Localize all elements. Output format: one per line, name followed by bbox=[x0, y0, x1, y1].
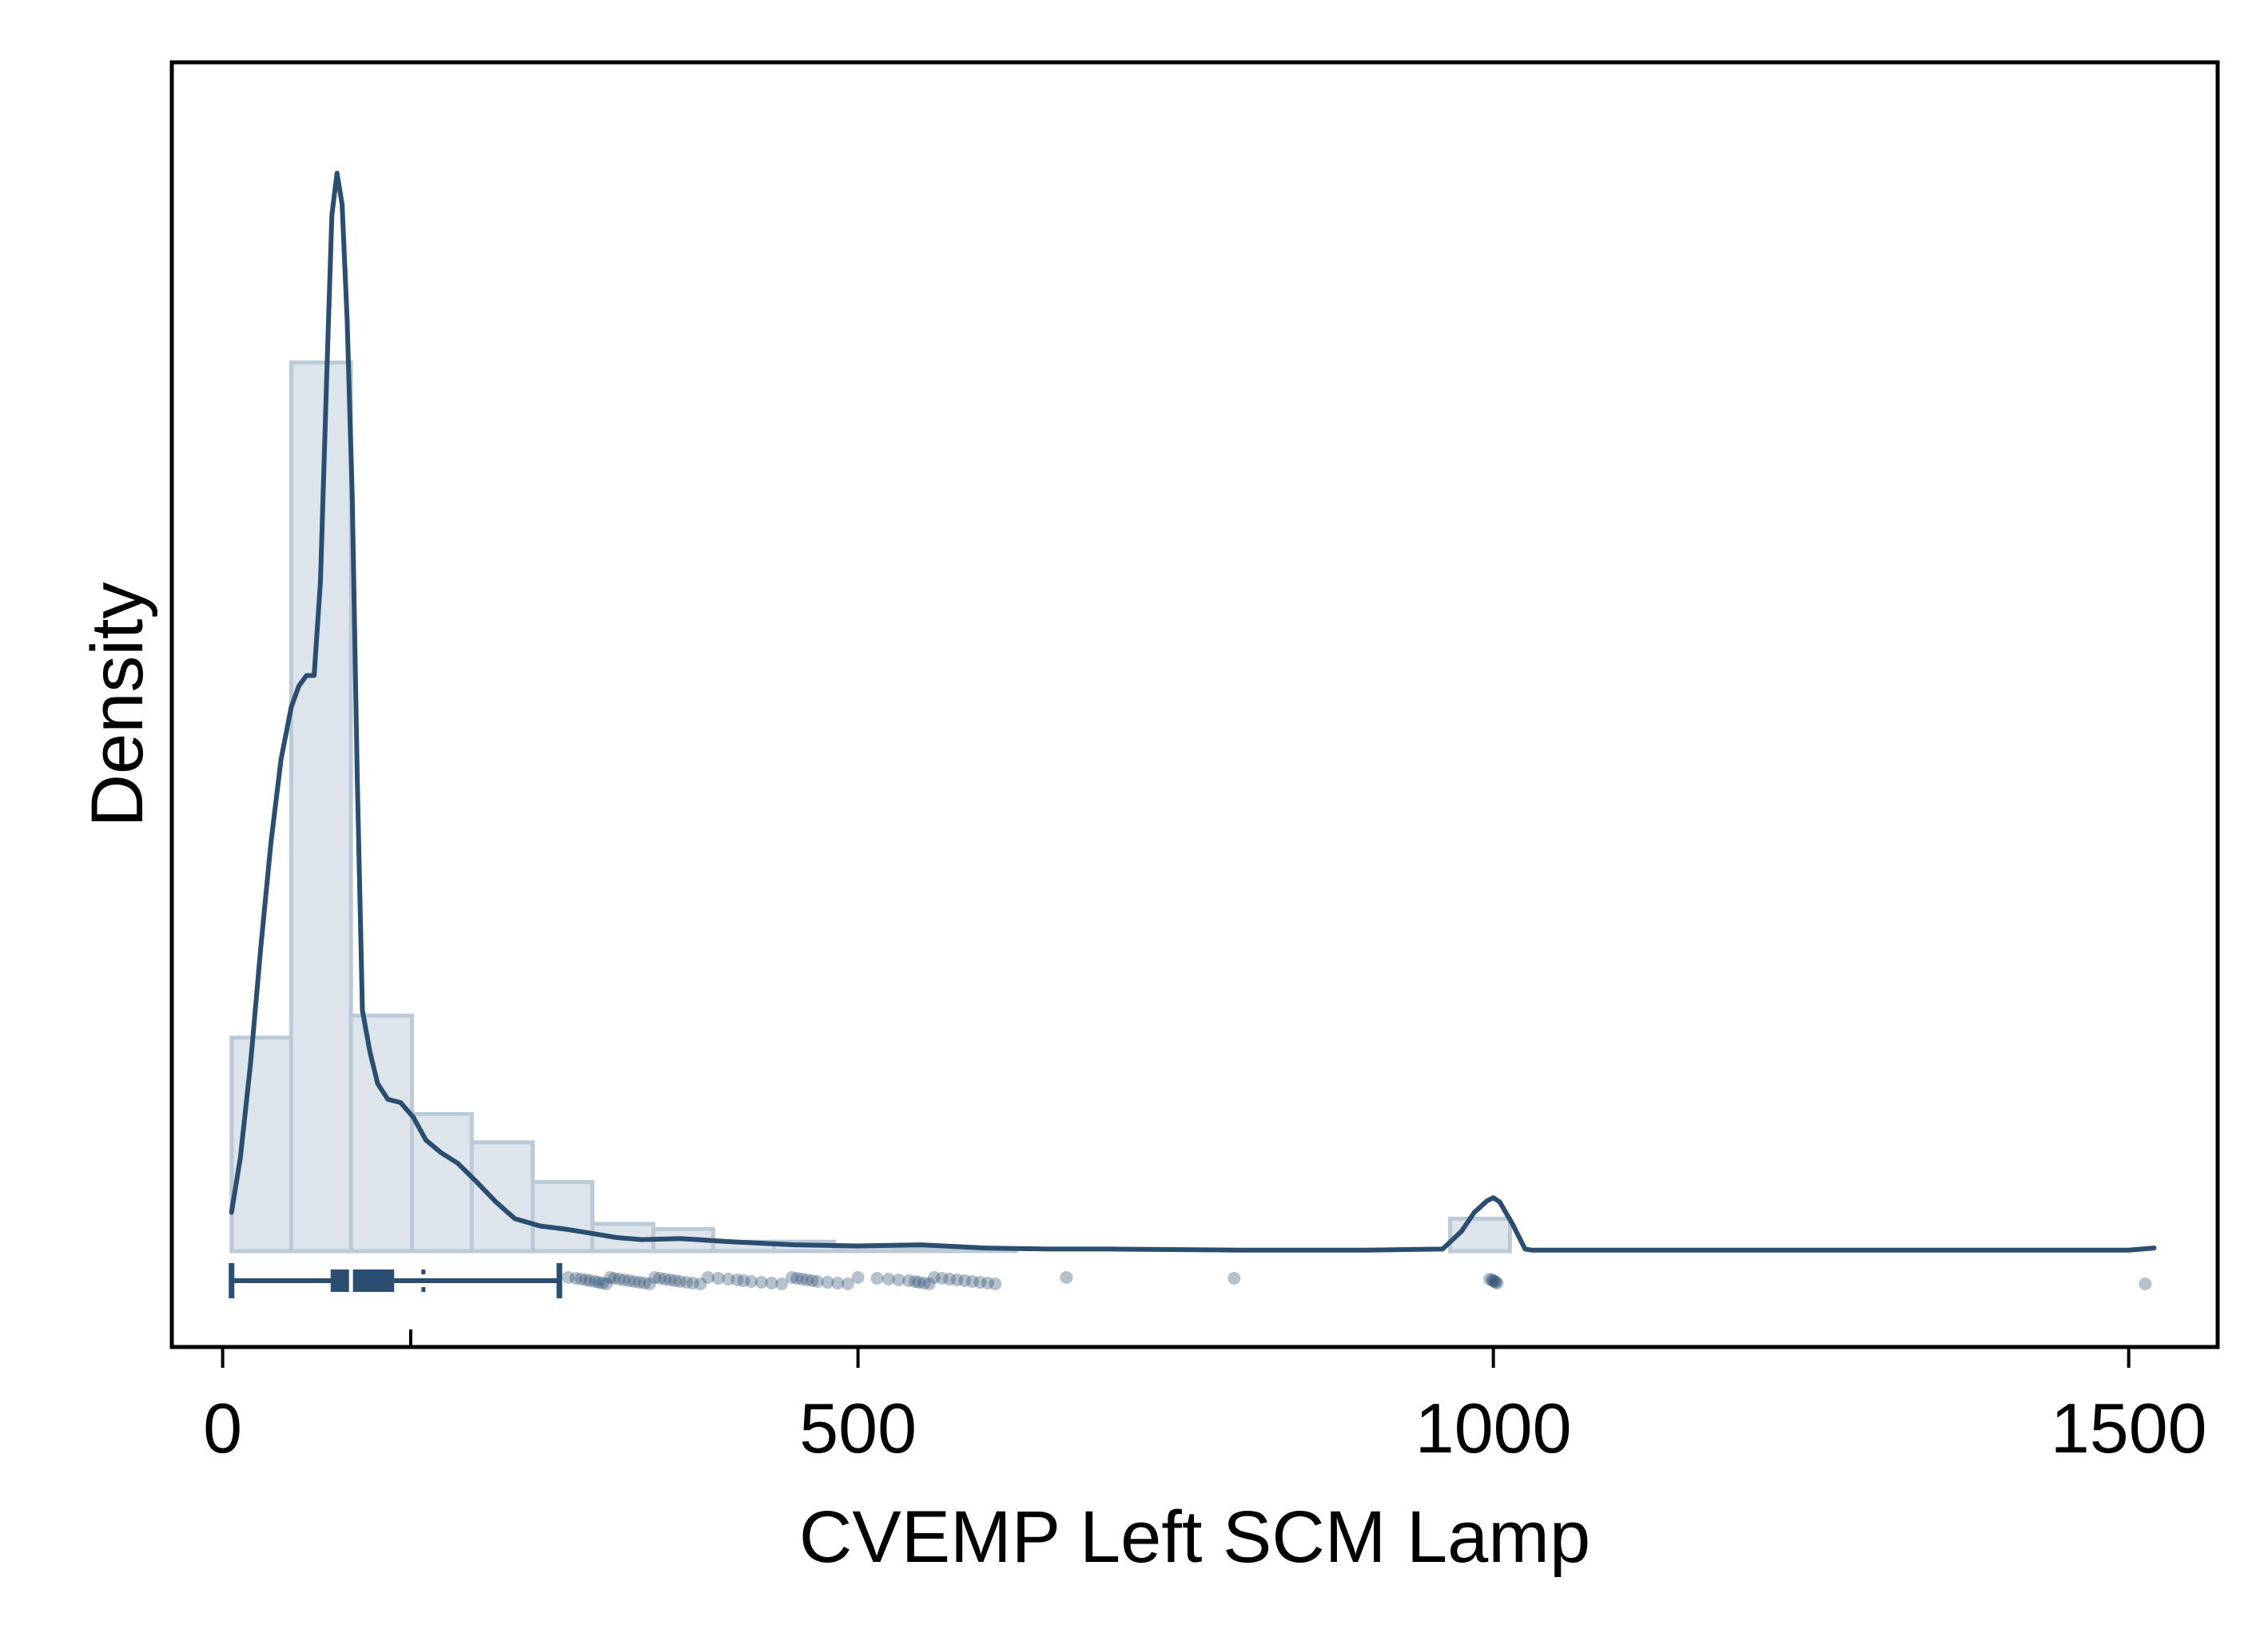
outlier-point bbox=[902, 1274, 916, 1287]
outlier-point bbox=[917, 1277, 931, 1289]
outlier-point bbox=[801, 1274, 814, 1286]
outlier-point bbox=[730, 1274, 744, 1286]
outlier-point bbox=[686, 1277, 699, 1289]
outlier-point bbox=[950, 1274, 964, 1286]
outlier-point bbox=[958, 1274, 972, 1287]
outlier-point bbox=[648, 1271, 662, 1284]
outlier-point bbox=[588, 1275, 602, 1288]
outlier-point bbox=[806, 1274, 819, 1287]
outlier-point bbox=[1228, 1272, 1241, 1285]
outlier-point bbox=[562, 1271, 575, 1284]
histogram-bars bbox=[229, 360, 1512, 1254]
outlier-point bbox=[643, 1277, 656, 1290]
outlier-point bbox=[1060, 1271, 1073, 1284]
outlier-point bbox=[909, 1275, 922, 1288]
outlier-point bbox=[627, 1275, 641, 1288]
outlier-point bbox=[668, 1274, 682, 1287]
outlier-point bbox=[583, 1274, 597, 1287]
boxplot bbox=[229, 1263, 563, 1298]
outlier-point bbox=[754, 1276, 768, 1289]
outlier-point bbox=[965, 1275, 979, 1288]
outlier-point bbox=[711, 1272, 725, 1285]
outlier-point bbox=[1490, 1277, 1504, 1289]
outlier-point bbox=[765, 1277, 778, 1289]
histogram-bar bbox=[410, 1111, 474, 1254]
plot-frame bbox=[169, 60, 2220, 1349]
density-curve bbox=[229, 170, 2157, 1253]
histogram-bar bbox=[893, 1246, 957, 1254]
outlier-point bbox=[943, 1273, 957, 1285]
outlier-point bbox=[912, 1276, 925, 1289]
outlier-point bbox=[694, 1277, 707, 1290]
outlier-point bbox=[569, 1272, 583, 1285]
outlier-point bbox=[973, 1276, 987, 1289]
outlier-point bbox=[579, 1274, 593, 1286]
x-tick-label: 1000 bbox=[1415, 1389, 1572, 1468]
outlier-point bbox=[870, 1272, 884, 1285]
outlier-point bbox=[1482, 1273, 1496, 1285]
outlier-point bbox=[2139, 1277, 2152, 1290]
x-tick-label: 500 bbox=[799, 1389, 917, 1468]
outlier-point bbox=[841, 1277, 854, 1290]
outlier-point bbox=[881, 1273, 895, 1285]
outlier-point bbox=[592, 1276, 606, 1289]
x-axis: 0 500 1000 1500 bbox=[203, 1329, 2207, 1468]
outlier-point bbox=[633, 1276, 647, 1289]
outlier-point bbox=[658, 1273, 671, 1285]
plot-area bbox=[172, 62, 2218, 1347]
outlier-point bbox=[851, 1271, 865, 1284]
outlier-point bbox=[775, 1277, 789, 1290]
outlier-point bbox=[623, 1274, 636, 1287]
outlier-point bbox=[989, 1277, 1002, 1290]
y-axis-title: Density bbox=[77, 582, 158, 828]
outlier-point bbox=[618, 1274, 631, 1286]
interquartile-box bbox=[330, 1270, 395, 1292]
outlier-point bbox=[928, 1271, 941, 1284]
outlier-point bbox=[596, 1277, 610, 1289]
outlier-point bbox=[575, 1273, 587, 1285]
outlier-point bbox=[653, 1272, 666, 1285]
outlier-point bbox=[679, 1276, 693, 1289]
outlier-point bbox=[1488, 1275, 1502, 1288]
outlier-point bbox=[795, 1273, 809, 1285]
outlier-point bbox=[892, 1274, 905, 1286]
outlier-point bbox=[1486, 1274, 1500, 1287]
outlier-point bbox=[981, 1277, 994, 1289]
outlier-points bbox=[562, 1271, 2152, 1290]
outlier-point bbox=[702, 1271, 715, 1284]
outlier-point bbox=[599, 1277, 613, 1290]
histogram-bar bbox=[348, 1013, 415, 1254]
x-axis-title: CVEMP Left SCM Lamp bbox=[799, 1496, 1590, 1578]
outlier-point bbox=[1486, 1274, 1499, 1286]
outlier-point bbox=[831, 1277, 845, 1289]
histogram-bar bbox=[469, 1140, 535, 1254]
outlier-point bbox=[821, 1276, 834, 1289]
outlier-point bbox=[674, 1275, 687, 1288]
outlier-point bbox=[790, 1272, 804, 1285]
outlier-point bbox=[785, 1271, 798, 1284]
outlier-point bbox=[663, 1274, 677, 1286]
outlier-point bbox=[603, 1271, 617, 1284]
outlier-point bbox=[607, 1272, 621, 1285]
outlier-point bbox=[922, 1277, 936, 1290]
histogram-bar bbox=[531, 1180, 595, 1254]
outlier-point bbox=[1489, 1276, 1502, 1289]
outlier-point bbox=[722, 1273, 735, 1285]
outlier-point bbox=[638, 1277, 651, 1289]
outlier-point bbox=[745, 1275, 758, 1288]
x-tick-label: 1500 bbox=[2051, 1389, 2207, 1468]
x-tick-label: 0 bbox=[203, 1389, 242, 1468]
outlier-point bbox=[935, 1272, 949, 1285]
outlier-point bbox=[612, 1273, 626, 1285]
outlier-point bbox=[737, 1274, 750, 1287]
outlier-point bbox=[810, 1275, 824, 1288]
